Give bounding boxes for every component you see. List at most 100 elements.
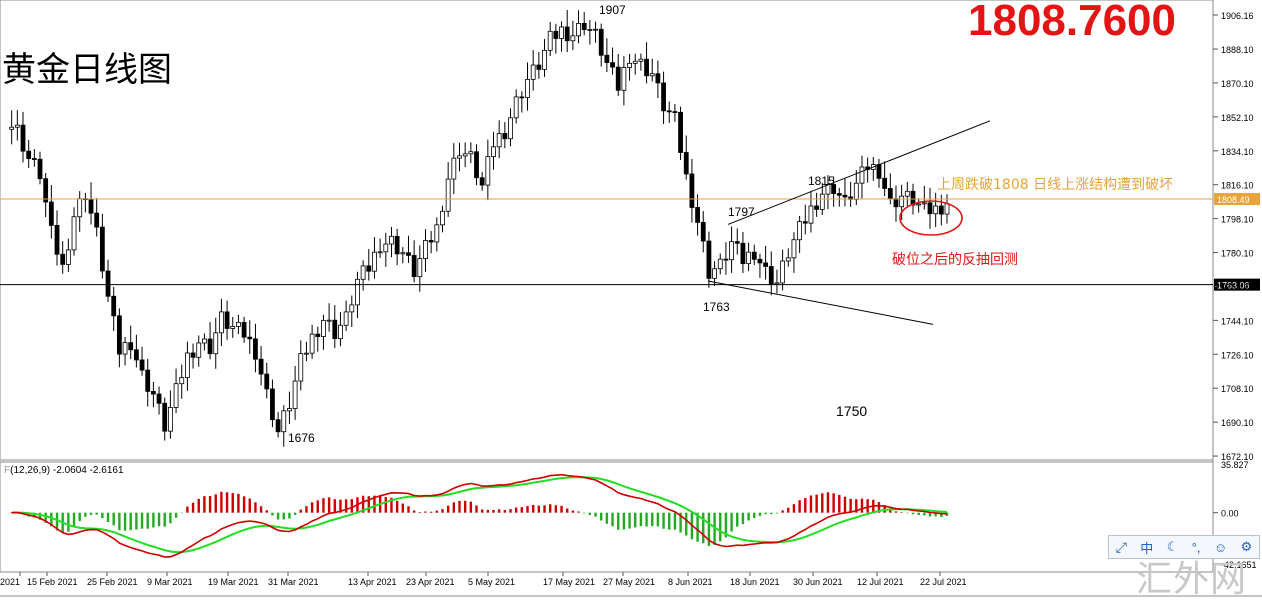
- macd-histogram-bar: [611, 512, 614, 527]
- bull-candle: [298, 353, 304, 382]
- ime-emoji-icon[interactable]: ☺: [1213, 539, 1228, 555]
- ime-mode-icon[interactable]: ⤢: [1115, 538, 1127, 555]
- bear-candle: [94, 212, 100, 228]
- macd-histogram-bar: [554, 505, 558, 513]
- annotation-1750: 1750: [836, 403, 867, 419]
- bull-candle: [77, 198, 83, 218]
- macd-histogram-bar: [526, 506, 529, 513]
- bear-candle: [831, 184, 837, 194]
- macd-histogram-bar: [469, 501, 473, 513]
- bull-candle: [712, 268, 717, 279]
- bull-candle: [496, 133, 502, 148]
- macd-histogram-bar: [480, 509, 484, 513]
- bull-candle: [451, 157, 457, 180]
- macd-histogram-bar: [531, 505, 535, 513]
- macd-histogram-bar: [95, 512, 98, 515]
- ime-moon-icon[interactable]: ☾: [1166, 539, 1179, 554]
- bear-candle: [536, 64, 542, 70]
- bull-candle: [309, 333, 315, 354]
- macd-histogram-bar: [38, 512, 42, 520]
- macd-histogram-bar: [520, 507, 524, 513]
- macd-histogram-bar: [350, 499, 353, 513]
- bull-candle: [904, 190, 910, 197]
- bear-candle: [763, 262, 769, 267]
- ime-chinese-toggle[interactable]: 中: [1140, 540, 1154, 556]
- macd-histogram-bar: [821, 493, 824, 513]
- macd-histogram-bar: [855, 499, 858, 513]
- annotation-low: 1676: [288, 431, 315, 445]
- bull-candle: [717, 258, 723, 270]
- bear-candle: [927, 202, 933, 215]
- bull-candle: [377, 251, 383, 254]
- macd-histogram-bar: [923, 512, 926, 516]
- bear-candle: [162, 402, 168, 432]
- macd-histogram-bar: [452, 502, 456, 513]
- bull-candle: [627, 62, 632, 68]
- ime-toolbar[interactable]: ⤢ 中 ☾ °, ☺ ⚙: [1108, 535, 1260, 559]
- bear-candle: [723, 258, 729, 261]
- bull-candle: [173, 383, 179, 408]
- bull-candle: [14, 124, 20, 128]
- macd-histogram-bar: [906, 512, 909, 514]
- bear-candle: [661, 82, 666, 112]
- bull-candle: [508, 117, 513, 140]
- bull-candle: [746, 251, 751, 265]
- macd-histogram-bar: [237, 493, 240, 513]
- bear-candle: [502, 133, 508, 140]
- macd-histogram-bar: [849, 498, 852, 513]
- annotation-1797: 1797: [728, 205, 755, 219]
- bear-candle: [479, 177, 485, 186]
- macd-histogram-bar: [225, 492, 229, 513]
- bull-candle: [547, 30, 553, 51]
- macd-histogram-bar: [724, 512, 728, 538]
- bull-candle: [916, 203, 922, 206]
- bear-candle: [519, 96, 525, 99]
- macd-histogram-bar: [792, 504, 796, 513]
- macd-histogram-bar: [401, 503, 405, 513]
- macd-histogram-bar: [514, 507, 518, 513]
- bull-candle: [179, 377, 185, 385]
- bull-candle: [791, 239, 797, 259]
- macd-histogram-bar: [67, 512, 70, 532]
- bear-candle: [734, 241, 740, 244]
- bear-candle: [26, 150, 32, 159]
- macd-histogram-bar: [316, 500, 319, 513]
- macd-histogram-bar: [560, 505, 563, 513]
- bear-candle: [224, 311, 230, 329]
- bull-candle: [219, 311, 224, 334]
- macd-histogram-bar: [628, 512, 631, 529]
- macd-histogram-bar: [668, 512, 671, 530]
- macd-histogram-bar: [197, 498, 200, 513]
- ime-settings-icon[interactable]: ⚙: [1240, 539, 1253, 554]
- macd-histogram-bar: [809, 495, 813, 513]
- macd-histogram-bar: [877, 502, 881, 513]
- macd-histogram-bar: [588, 512, 592, 516]
- bear-candle: [315, 333, 321, 337]
- highlight-ellipse: [899, 200, 963, 236]
- bear-candle: [474, 151, 479, 179]
- bull-candle: [559, 26, 564, 39]
- bear-candle: [43, 178, 49, 203]
- bear-candle: [275, 419, 281, 433]
- bull-candle: [202, 338, 207, 344]
- macd-histogram-bar: [662, 512, 665, 529]
- bear-candle: [48, 201, 54, 226]
- macd-histogram-bar: [259, 506, 263, 513]
- macd-histogram-bar: [719, 512, 722, 542]
- y-tick-label: 1726.10: [1221, 350, 1254, 360]
- macd-histogram-bar: [118, 512, 121, 531]
- macd-histogram-bar: [583, 512, 586, 514]
- macd-histogram-bar: [441, 509, 444, 513]
- x-tick-label: 23 Apr 2021: [406, 577, 455, 587]
- macd-histogram-bar: [685, 512, 688, 536]
- macd-histogram-bar: [537, 505, 541, 513]
- macd-histogram-bar: [940, 512, 943, 517]
- macd-histogram-bar: [804, 498, 807, 513]
- bear-candle: [207, 338, 213, 355]
- macd-histogram-bar: [548, 504, 552, 513]
- bear-candle: [695, 207, 700, 223]
- ime-punct-icon[interactable]: °,: [1191, 539, 1201, 555]
- bear-candle: [264, 373, 270, 390]
- y-tick-label: 1780.10: [1221, 249, 1254, 259]
